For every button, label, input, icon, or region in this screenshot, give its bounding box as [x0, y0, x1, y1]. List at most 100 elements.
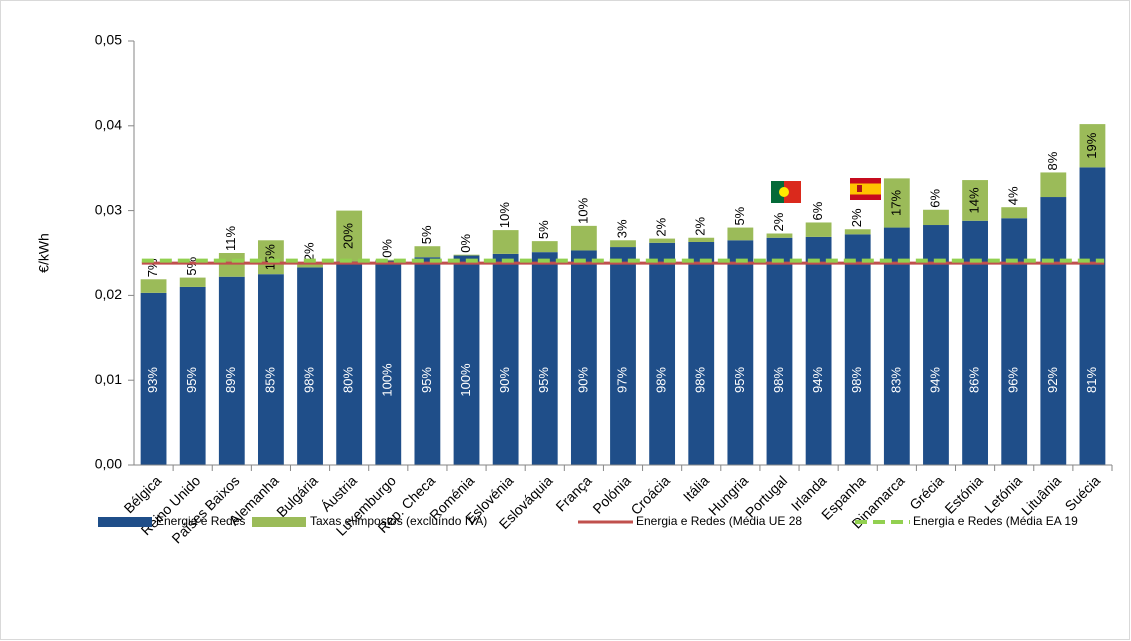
value-label: 2% [771, 212, 786, 231]
value-label: 0% [458, 233, 473, 252]
bar-segment [962, 220, 988, 465]
y-tick-label: 0,02 [95, 286, 122, 302]
value-label: 97% [614, 367, 629, 393]
value-label: 6% [810, 201, 825, 220]
value-label: 81% [1084, 367, 1099, 393]
bar-segment [531, 252, 558, 465]
bar-segment [570, 225, 597, 251]
bar-segment [688, 241, 715, 465]
value-label: 98% [693, 367, 708, 393]
bar-segment [805, 222, 832, 237]
value-label: 10% [497, 202, 512, 228]
bar-segment [492, 230, 519, 254]
value-label: 98% [654, 367, 669, 393]
bar-segment [1040, 197, 1067, 466]
bar-segment [218, 253, 245, 277]
bar-segment [570, 250, 597, 465]
bar-segment [414, 257, 441, 465]
bar-segment [218, 276, 245, 465]
value-label: 5% [732, 206, 747, 225]
legend-swatch [98, 517, 152, 527]
value-label: 11% [223, 226, 238, 251]
y-tick-label: 0,00 [95, 456, 122, 472]
value-label: 85% [262, 367, 277, 393]
value-label: 17% [888, 190, 903, 216]
value-label: 93% [145, 367, 160, 393]
value-label: 89% [223, 367, 238, 393]
flag-portugal [771, 181, 801, 203]
bar-segment [297, 267, 323, 465]
value-label: 19% [1084, 132, 1099, 158]
value-label: 5% [419, 225, 434, 244]
bar-segment [140, 279, 167, 293]
value-label: 0% [380, 239, 395, 258]
bar-segment [844, 229, 871, 235]
bar-segment [805, 236, 832, 465]
value-label: 2% [693, 217, 708, 236]
y-tick-label: 0,05 [95, 32, 122, 48]
value-label: 15% [262, 244, 277, 270]
y-axis-label: €/kWh [36, 233, 52, 273]
value-label: 100% [380, 363, 395, 397]
bar-segment [453, 255, 480, 465]
bar-segment [414, 246, 441, 258]
legend-label: Energia e Redes (Média UE 28 [636, 514, 802, 528]
value-label: 83% [888, 367, 903, 393]
value-label: 92% [1045, 367, 1060, 393]
bar-segment [923, 225, 949, 465]
value-label: 10% [575, 197, 590, 223]
bar-segment [923, 209, 949, 226]
bar-segment [649, 238, 676, 243]
value-label: 2% [301, 242, 316, 261]
bar-segment [962, 180, 988, 221]
value-label: 94% [810, 367, 825, 393]
bar-segment [258, 274, 284, 465]
value-label: 80% [341, 367, 356, 393]
bar-segment [1079, 124, 1106, 168]
bar-segment [336, 210, 363, 262]
value-label: 2% [849, 208, 864, 227]
legend-label: Energia e Redes (Média EA 19 [913, 514, 1078, 528]
value-label: 95% [184, 367, 199, 393]
value-label: 8% [1045, 151, 1060, 170]
bar-segment [766, 233, 793, 238]
y-tick-label: 0,03 [95, 201, 122, 217]
bar-segment [297, 263, 323, 268]
bar-segment [453, 254, 480, 256]
bar-segment [492, 253, 519, 465]
value-label: 4% [1006, 186, 1021, 205]
bar-segment [688, 237, 715, 242]
bar-segment [610, 240, 636, 248]
value-label: 98% [301, 367, 316, 393]
bar-segment [649, 242, 676, 465]
bar-segment [610, 247, 636, 465]
value-label: 100% [458, 363, 473, 397]
bar-segment [727, 227, 754, 241]
value-label: 95% [419, 367, 434, 393]
flag-spain [850, 178, 881, 200]
value-label: 6% [927, 189, 942, 208]
value-label: 95% [732, 367, 747, 393]
bar-segment [375, 260, 402, 465]
bar-segment [1079, 167, 1106, 466]
bar-segment [883, 227, 910, 465]
bar-segment [179, 277, 206, 287]
legend-label: Taxas e impostos (excluíndo IVA) [310, 514, 487, 528]
bar-segment [1001, 207, 1028, 219]
bar-segment [844, 234, 871, 465]
bar-segment [258, 240, 284, 275]
value-label: 5% [536, 220, 551, 239]
value-label: 96% [1006, 367, 1021, 393]
value-label: 86% [967, 367, 982, 393]
value-label: 2% [654, 217, 669, 236]
value-label: 90% [575, 367, 590, 393]
bar-segment [883, 178, 910, 228]
legend-label: Energia e Redes [156, 514, 245, 528]
bar-segment [727, 240, 754, 465]
value-label: 95% [536, 367, 551, 393]
value-label: 94% [927, 367, 942, 393]
value-label: 98% [771, 367, 786, 393]
y-tick-label: 0,04 [95, 117, 122, 133]
